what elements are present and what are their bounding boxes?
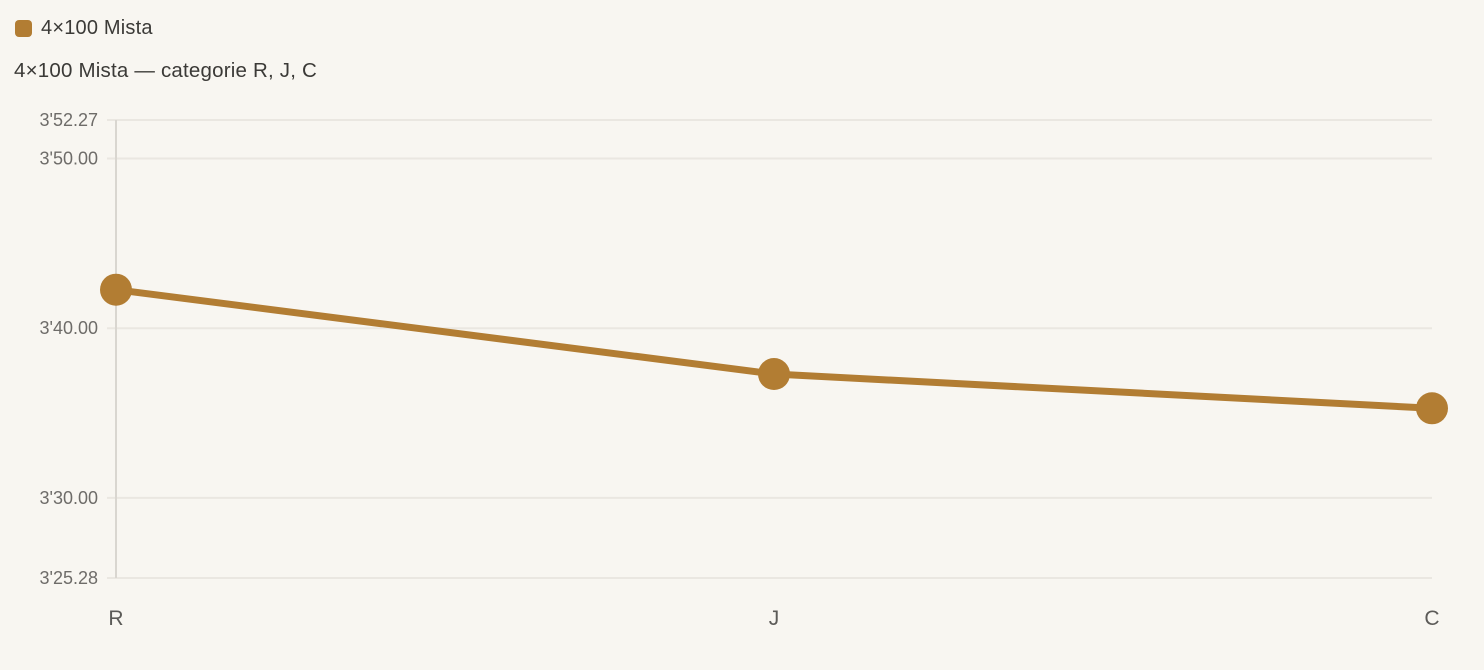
- legend-swatch: [15, 20, 32, 37]
- data-point-j[interactable]: [758, 358, 790, 391]
- series-line: [112, 286, 1436, 412]
- x-tick-label-c: C: [1424, 607, 1439, 630]
- y-tick-label: 3'40.00: [40, 318, 99, 338]
- x-tick-label-j: J: [769, 607, 780, 630]
- legend-item[interactable]: 4×100 Mista: [15, 17, 153, 40]
- y-tick-label: 3'52.27: [40, 110, 99, 130]
- legend-label: 4×100 Mista: [41, 17, 153, 39]
- data-point-c[interactable]: [1416, 392, 1448, 425]
- x-tick-label-r: R: [108, 607, 123, 630]
- y-tick-label: 3'50.00: [40, 149, 99, 169]
- data-point-r[interactable]: [100, 273, 132, 306]
- chart-title: 4×100 Mista — categorie R, J, C: [14, 59, 318, 82]
- y-tick-label: 3'25.28: [40, 568, 99, 588]
- y-tick-label: 3'30.00: [40, 488, 99, 508]
